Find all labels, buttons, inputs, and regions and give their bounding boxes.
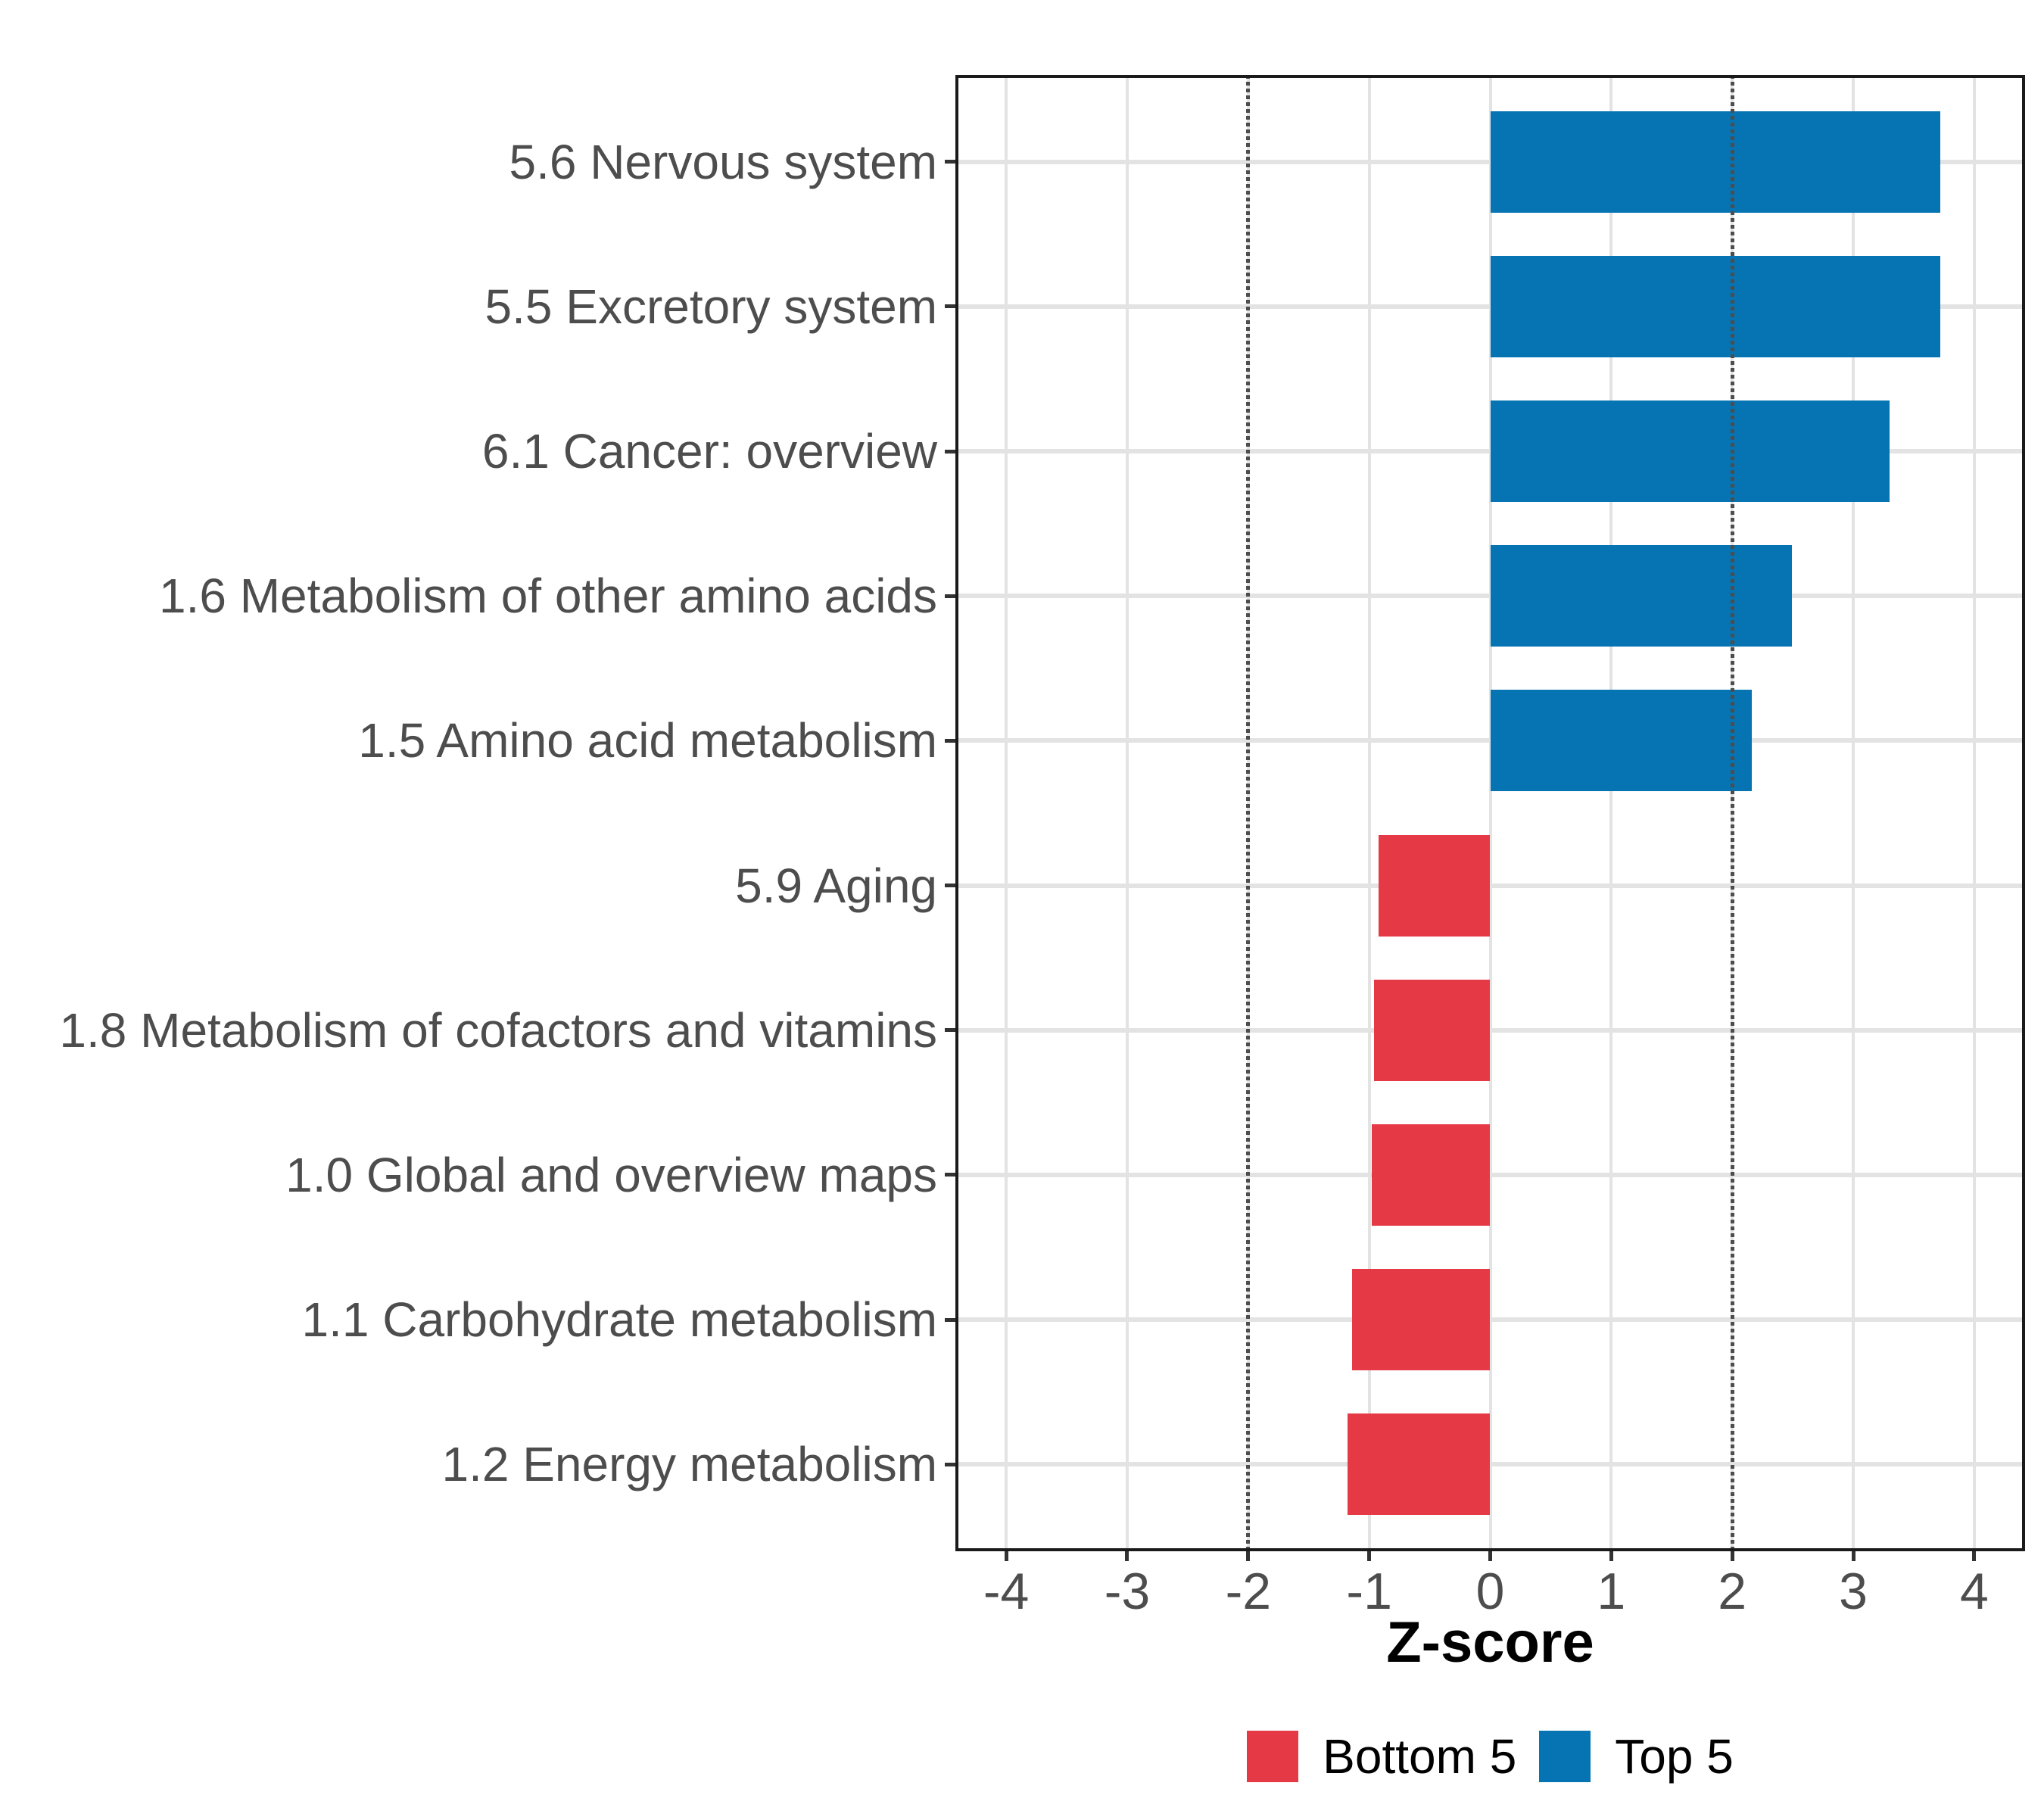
- vertical-gridline: [1367, 75, 1371, 1551]
- horizontal-gridline: [955, 883, 2025, 888]
- y-tick-label: 1.5 Amino acid metabolism: [358, 713, 937, 768]
- x-axis-tick: [1851, 1551, 1855, 1561]
- bar-6-1-cancer-overview: [1490, 400, 1890, 503]
- bar-5-5-excretory-system: [1490, 255, 1941, 357]
- y-tick-label: 1.6 Metabolism of other amino acids: [158, 569, 937, 624]
- vertical-gridline: [1125, 75, 1129, 1551]
- x-tick-label: -1: [1346, 1563, 1392, 1620]
- x-tick-label: 3: [1839, 1563, 1868, 1620]
- legend: Bottom 5 Top 5: [955, 1728, 2025, 1784]
- y-axis-tick: [945, 1028, 955, 1033]
- y-axis-tick: [945, 884, 955, 888]
- legend-swatch: [1247, 1731, 1299, 1782]
- x-tick-label: -3: [1104, 1563, 1151, 1620]
- bar-1-2-energy-metabolism: [1347, 1413, 1491, 1516]
- x-tick-label: 1: [1597, 1563, 1626, 1620]
- y-axis-ticks: [945, 75, 955, 1551]
- legend-label: Top 5: [1615, 1729, 1734, 1784]
- reference-line: [1246, 75, 1251, 1551]
- bar-5-9-aging: [1379, 834, 1491, 937]
- y-axis-labels: 5.6 Nervous system 5.5 Excretory system 6.…: [0, 75, 937, 1551]
- x-axis-tick: [1125, 1551, 1129, 1561]
- y-axis-tick: [945, 594, 955, 598]
- plot-panel: [955, 75, 2025, 1551]
- y-axis-tick: [945, 1173, 955, 1177]
- x-axis-tick: [1246, 1551, 1251, 1561]
- legend-item: Top 5: [1539, 1728, 1734, 1784]
- y-axis-tick: [945, 1317, 955, 1322]
- vertical-gridline: [1609, 75, 1613, 1551]
- y-tick-label: 5.5 Excretory system: [485, 279, 938, 334]
- x-tick-label: 4: [1959, 1563, 1989, 1620]
- bar-1-5-amino-acid-metabolism: [1490, 690, 1752, 792]
- x-axis-tick-labels: -4 -3 -2 -1 0 1 2 3 4: [955, 1561, 2025, 1622]
- horizontal-gridline: [955, 1172, 2025, 1177]
- vertical-gridline: [1005, 75, 1008, 1551]
- bar-1-8-metabolism-of-cofactors-and-vitamins: [1374, 979, 1491, 1081]
- legend-item: Bottom 5: [1247, 1728, 1516, 1784]
- x-axis-ticks: [955, 1551, 2025, 1562]
- bar-5-6-nervous-system: [1490, 111, 1941, 213]
- y-tick-label: 1.0 Global and overview maps: [285, 1147, 937, 1202]
- x-tick-label: 2: [1718, 1563, 1747, 1620]
- y-tick-label: 1.1 Carbohydrate metabolism: [301, 1292, 937, 1348]
- legend-swatch: [1539, 1731, 1591, 1782]
- y-tick-label: 1.8 Metabolism of cofactors and vitamins: [59, 1002, 937, 1058]
- bar-1-0-global-and-overview-maps: [1371, 1124, 1491, 1226]
- y-tick-label: 5.9 Aging: [735, 858, 937, 913]
- y-axis-tick: [945, 1462, 955, 1466]
- x-axis-tick: [1004, 1551, 1008, 1561]
- x-tick-label: -2: [1225, 1563, 1272, 1620]
- vertical-gridline: [1972, 75, 1976, 1551]
- reference-line: [1730, 75, 1734, 1551]
- y-axis-tick: [945, 738, 955, 743]
- legend-label: Bottom 5: [1323, 1729, 1517, 1784]
- vertical-gridline: [1852, 75, 1855, 1551]
- y-tick-label: 1.2 Energy metabolism: [441, 1437, 937, 1492]
- x-axis-tick: [1730, 1551, 1734, 1561]
- y-tick-label: 5.6 Nervous system: [509, 134, 937, 189]
- x-axis-title: Z-score: [1386, 1610, 1594, 1675]
- y-axis-tick: [945, 160, 955, 164]
- x-axis-tick: [1488, 1551, 1492, 1561]
- x-tick-label: -4: [983, 1563, 1030, 1620]
- y-axis-tick: [945, 304, 955, 309]
- x-tick-label: 0: [1475, 1563, 1505, 1620]
- y-axis-tick: [945, 449, 955, 453]
- horizontal-gridline: [955, 1027, 2025, 1033]
- x-axis-tick: [1972, 1551, 1977, 1561]
- bar-1-1-carbohydrate-metabolism: [1352, 1269, 1491, 1371]
- horizontal-gridline: [955, 1462, 2025, 1467]
- y-tick-label: 6.1 Cancer: overview: [481, 424, 937, 479]
- x-axis-tick: [1609, 1551, 1613, 1561]
- vertical-gridline: [1488, 75, 1492, 1551]
- horizontal-gridline: [955, 1317, 2025, 1323]
- x-axis-tick: [1367, 1551, 1372, 1561]
- bar-1-6-metabolism-of-other-amino-acids: [1490, 545, 1792, 647]
